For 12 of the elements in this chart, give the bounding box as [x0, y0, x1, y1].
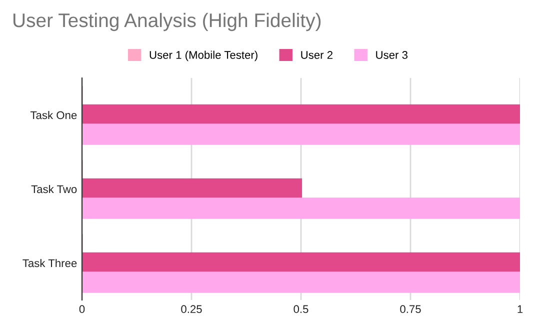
x-tick-label: 0.25: [181, 305, 202, 314]
legend-label: User 1 (Mobile Tester): [150, 50, 258, 62]
y-tick-label: Task Two: [31, 184, 77, 194]
legend-label: User 3: [376, 51, 408, 59]
legend-label: User 2: [301, 51, 332, 59]
y-tick-label: Task One: [30, 110, 77, 120]
x-tick-label: 0.75: [400, 305, 421, 314]
x-tick-label: 0: [79, 305, 85, 314]
chart-title: User Testing Analysis (High Fidelity): [14, 12, 321, 32]
x-tick-label: 0.5: [294, 305, 308, 314]
x-tick-label: 1: [518, 305, 523, 313]
y-tick-label: Task Three: [22, 258, 77, 268]
